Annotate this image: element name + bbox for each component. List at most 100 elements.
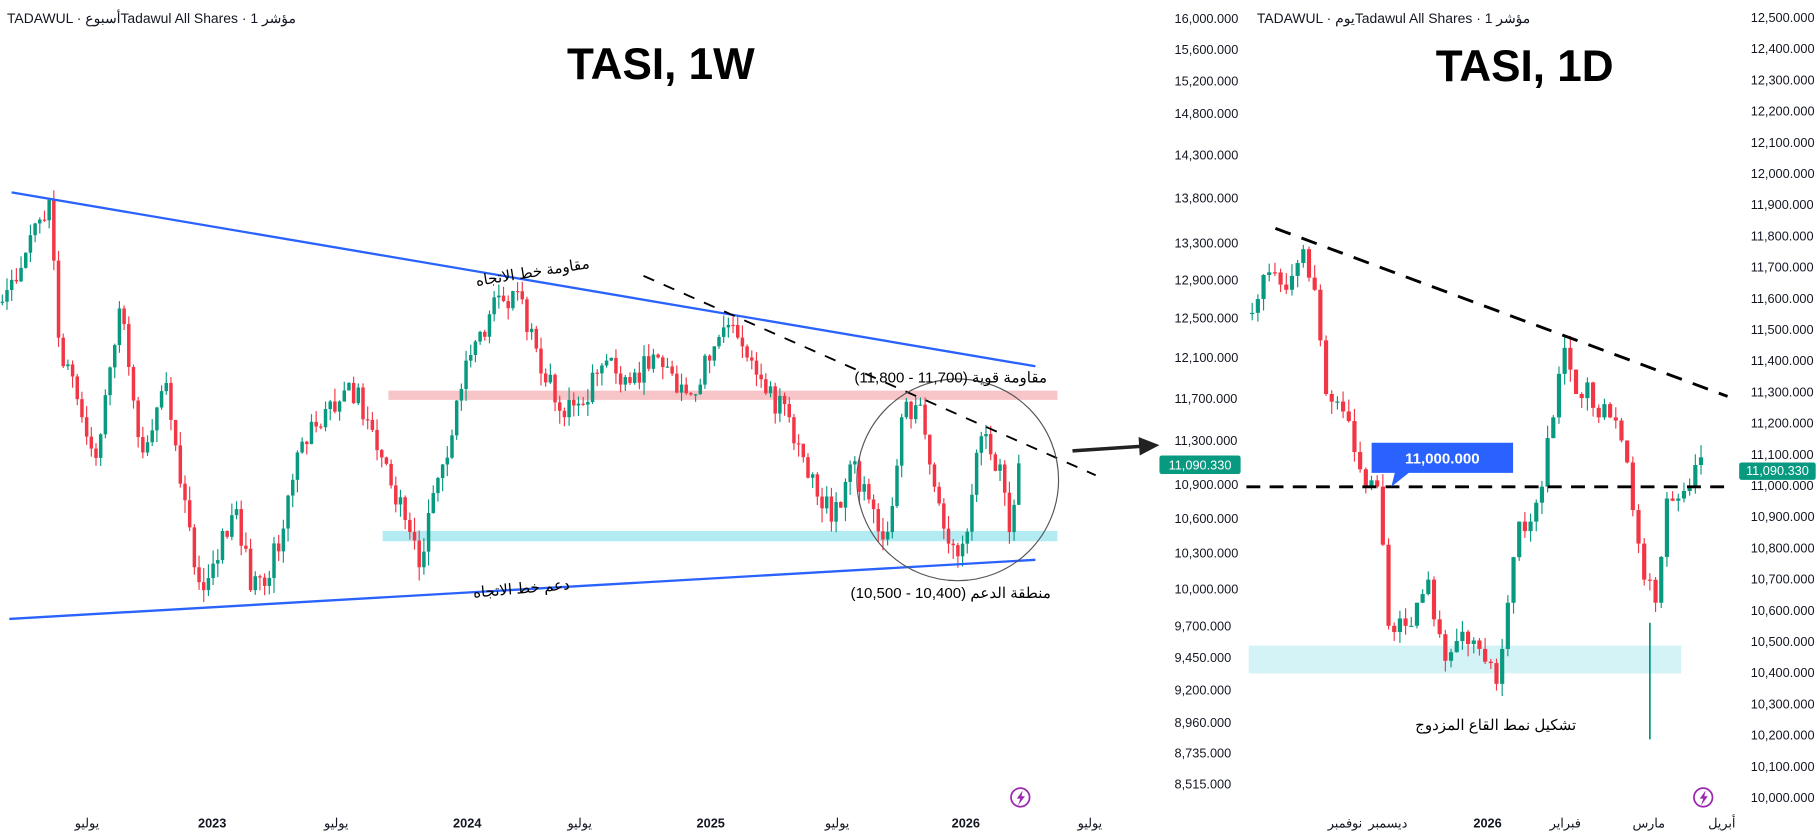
time-tick-label: 2024 [453, 816, 482, 831]
candle [885, 521, 890, 546]
left-price-axis[interactable]: 16,000.000 15,600.000 15,200.000 14,800.000… [1175, 11, 1239, 791]
candle [1426, 571, 1431, 596]
focus-circle[interactable] [856, 378, 1060, 582]
candle [305, 440, 309, 455]
candle-body [543, 373, 548, 383]
price-tick-label: 12,100.000 [1751, 135, 1815, 150]
lightning-icon[interactable] [1693, 787, 1714, 808]
candle [988, 425, 993, 461]
candle-body [178, 445, 183, 484]
candle-body [333, 401, 337, 412]
candle [375, 419, 379, 461]
dashed-downtrend-line[interactable] [1274, 226, 1729, 398]
candle-body [656, 354, 660, 358]
candle [946, 515, 951, 554]
candle-body [1002, 464, 1007, 493]
candle-body [595, 372, 599, 374]
candle-body [290, 479, 295, 496]
price-tick-label: 10,000.000 [1175, 582, 1239, 597]
candle [1341, 391, 1346, 419]
candle-body [1693, 465, 1698, 487]
right-chart-panel[interactable]: TADAWUL · يومTadawul All Shares · 1 مؤشر… [1246, 10, 1816, 832]
candle [637, 361, 642, 390]
candle-body [1437, 619, 1442, 635]
candle [1289, 264, 1295, 296]
candle [1380, 474, 1385, 547]
strong-resistance-label: مقاومة قوية (11,700 - 11,800) [854, 369, 1047, 386]
candle [56, 250, 61, 347]
candle-body [773, 386, 777, 414]
candle-body [1608, 404, 1613, 418]
candle-body [918, 404, 923, 406]
candle [1642, 538, 1647, 586]
candle [239, 500, 243, 556]
candle-body [267, 578, 272, 586]
candle [1448, 648, 1454, 668]
candle-body [1681, 490, 1687, 499]
time-tick-label: يوليو [566, 816, 592, 832]
candle-body [159, 391, 164, 408]
time-tick-label: يوليو [824, 816, 850, 832]
candle [61, 333, 65, 369]
candle [703, 353, 707, 389]
candle [1534, 499, 1539, 532]
candle-body [1012, 504, 1016, 533]
candle-body [117, 308, 122, 346]
candle-body [417, 540, 421, 568]
trendline-resistance[interactable] [11, 191, 1036, 368]
candle [853, 456, 857, 474]
candle-body [843, 481, 848, 508]
candle-body [24, 252, 28, 268]
price-tick-label: 13,300.000 [1175, 235, 1239, 250]
candle-body [951, 543, 955, 546]
right-price-axis[interactable]: 12,500.000 12,400.000 12,300.000 12,200.000… [1751, 10, 1815, 805]
candle-body [150, 430, 154, 443]
candle-body [89, 436, 94, 449]
candle [1443, 629, 1448, 672]
price-tick-label: 11,200.000 [1751, 416, 1814, 431]
candle [1602, 398, 1607, 420]
candle-body [1380, 486, 1385, 545]
candle [675, 365, 679, 394]
candle [834, 492, 838, 533]
left-chart-panel[interactable]: TADAWUL · أسبوعTadawul All Shares · 1 مؤ… [0, 8, 1241, 832]
candle-body [328, 401, 332, 410]
candle-body [379, 450, 384, 458]
candle-body [923, 404, 927, 435]
price-tick-label: 10,900.000 [1175, 477, 1239, 492]
candle-body [351, 382, 356, 404]
time-tick-label: 2025 [697, 816, 725, 831]
candle [33, 222, 37, 243]
candle [403, 495, 407, 530]
candle [511, 290, 515, 311]
candle-body [234, 509, 239, 516]
candle [1284, 273, 1289, 294]
candle [740, 325, 745, 359]
trend-resistance-label: مقاومة خط الاتجاه [475, 255, 591, 290]
candle-body [501, 295, 506, 302]
candle [1295, 260, 1300, 288]
candle [745, 344, 749, 362]
dashed-resistance-line[interactable] [643, 275, 1097, 477]
candle [534, 325, 539, 353]
candle [974, 449, 979, 503]
candle-body [1664, 498, 1670, 557]
candle [337, 400, 342, 421]
candle [1397, 610, 1402, 643]
candle-body [857, 461, 862, 492]
lightning-icon[interactable] [1010, 787, 1031, 808]
candle [867, 478, 871, 504]
candle-body [651, 354, 656, 369]
candle-body [9, 279, 14, 291]
candle [319, 423, 323, 430]
candle [590, 364, 595, 404]
trendline-support[interactable] [9, 558, 1036, 621]
candle [323, 401, 328, 432]
candle-body [412, 532, 417, 541]
candle-body [1505, 602, 1510, 649]
candle [244, 532, 248, 553]
candle-body [61, 337, 65, 367]
candle-body [778, 395, 782, 414]
candle [145, 435, 150, 456]
candle-body [28, 235, 33, 253]
